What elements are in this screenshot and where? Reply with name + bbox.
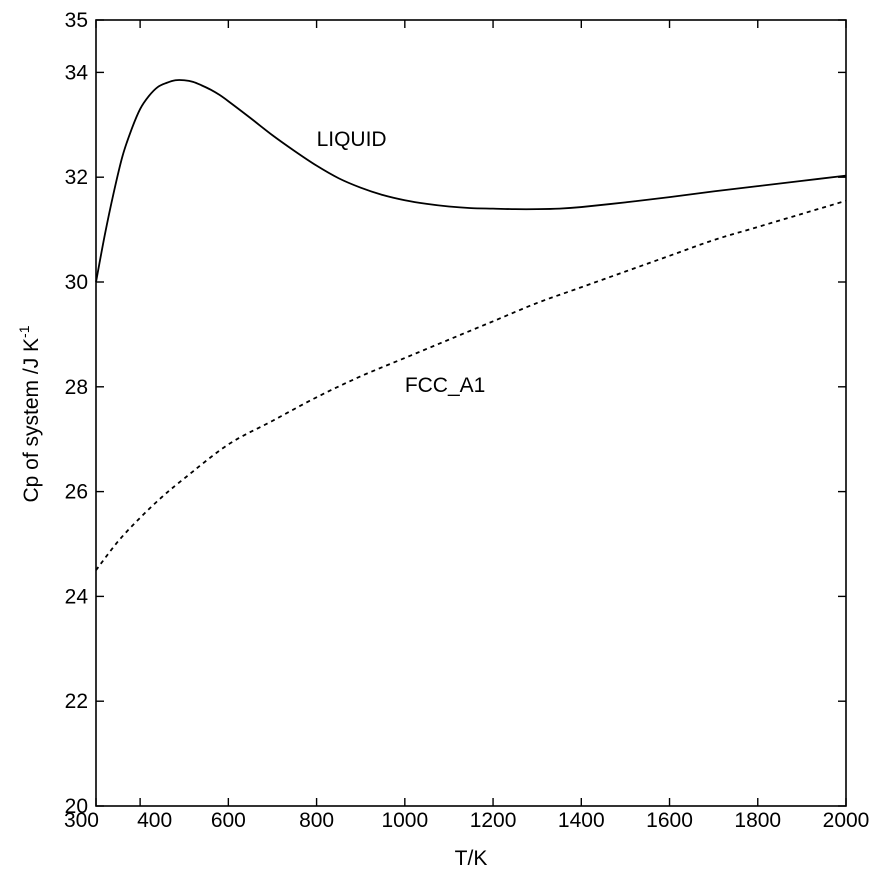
- plot-frame: [95, 19, 847, 807]
- x-tick-label: 1600: [646, 809, 693, 832]
- x-tick-label: 2000: [823, 809, 870, 832]
- x-tick-label: 600: [211, 809, 246, 832]
- x-tick-label: 300: [64, 809, 99, 832]
- x-tick-label: 1400: [558, 809, 605, 832]
- labels: T/K Cp of system /J K-1: [16, 325, 487, 870]
- plot-area: LIQUID FCC_A1: [95, 79, 847, 571]
- x-tick-label: 1200: [470, 809, 517, 832]
- x-tick-label: 400: [137, 809, 172, 832]
- y-tick-label: 20: [65, 795, 88, 818]
- x-tick-label: 1000: [381, 809, 428, 832]
- y-tick-label: 26: [65, 481, 88, 504]
- series-label-liquid: LIQUID: [317, 128, 387, 151]
- x-tick-label: 1800: [734, 809, 781, 832]
- y-tick-label: 22: [65, 690, 88, 713]
- y-axis-title-main: Cp of system /J K: [20, 338, 43, 503]
- x-axis-title: T/K: [455, 847, 488, 870]
- series-label-fcc-a1: FCC_A1: [405, 374, 486, 397]
- series-line-fcc-a1: [95, 199, 847, 571]
- y-tick-label: 30: [65, 271, 88, 294]
- y-tick-label: 32: [65, 166, 88, 189]
- y-tick-label: 35: [65, 9, 88, 32]
- y-tick-label: 34: [65, 61, 89, 84]
- y-axis-title-superscript: -1: [16, 325, 32, 338]
- axes: 300 400 600 800 1000 1200 1400 1600 1800 2000 20 22…: [64, 9, 869, 832]
- series-line-liquid: [95, 79, 847, 283]
- y-tick-label: 28: [65, 376, 88, 399]
- x-tick-label: 800: [299, 809, 334, 832]
- y-axis-title: Cp of system /J K-1: [16, 325, 43, 502]
- y-tick-label: 24: [65, 585, 89, 608]
